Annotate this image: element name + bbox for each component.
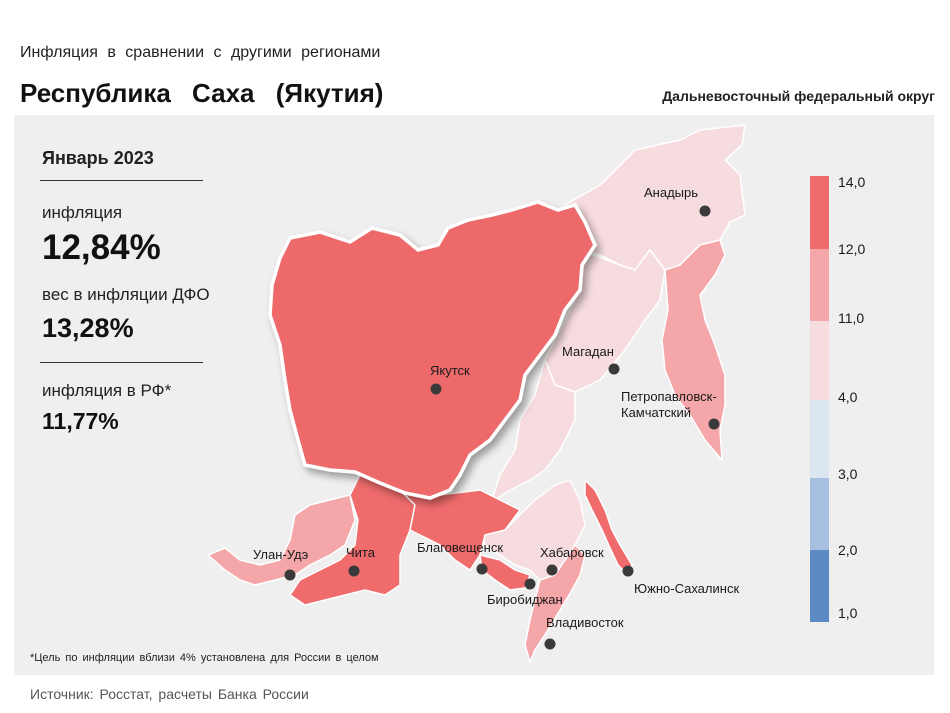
svg-text:Камчатский: Камчатский	[621, 405, 691, 420]
period-label: Январь 2023	[42, 148, 154, 168]
legend-label: 11,0	[838, 310, 864, 326]
weight-value: 13,28%	[42, 313, 134, 343]
city-marker-birobidzhan: Биробиджан	[487, 578, 563, 607]
page-title: Республика Саха (Якутия)	[20, 78, 384, 108]
legend-label: 1,0	[838, 605, 858, 621]
region-sakhalin	[584, 478, 633, 577]
city-marker-magadan: Магадан	[562, 344, 620, 375]
region-jewish-ao	[479, 554, 531, 591]
svg-text:Биробиджан: Биробиджан	[487, 592, 563, 607]
city-marker-khabarovsk: Хабаровск	[540, 545, 604, 576]
svg-text:Хабаровск: Хабаровск	[540, 545, 604, 560]
region-yakutia	[268, 200, 597, 500]
district-name: Дальневосточный федеральный округ	[662, 88, 935, 104]
inflation-label: инфляция	[42, 203, 123, 222]
svg-text:Чита: Чита	[346, 545, 376, 560]
divider	[40, 362, 203, 363]
rf-inflation-value: 11,77%	[42, 408, 119, 434]
inflation-value: 12,84%	[42, 228, 161, 267]
legend-label: 4,0	[838, 389, 858, 405]
legend-band	[810, 321, 829, 400]
svg-text:Анадырь: Анадырь	[644, 185, 698, 200]
city-marker-vladivostok: Владивосток	[544, 615, 624, 650]
city-marker-yuzhno-sakhalinsk: Южно-Сахалинск	[622, 565, 739, 596]
city-marker-chita: Чита	[346, 545, 376, 577]
legend-label: 14,0	[838, 174, 865, 190]
color-legend: 14,0 12,0 11,0 4,0 3,0 2,0 1,0	[810, 174, 865, 622]
region-magadan	[544, 248, 666, 393]
city-marker-blagoveshchensk: Благовещенск	[417, 540, 503, 575]
rf-inflation-label: инфляция в РФ*	[42, 381, 172, 400]
legend-band	[810, 176, 829, 249]
svg-text:Владивосток: Владивосток	[546, 615, 624, 630]
footnote: *Цель по инфляции вблизи 4% установлена …	[30, 652, 379, 664]
region-primorye	[524, 543, 586, 665]
subtitle: Инфляция в сравнении с другими регионами	[20, 44, 381, 61]
legend-band	[810, 249, 829, 321]
city-marker-anadyr: Анадырь	[644, 185, 711, 217]
city-marker-yakutsk: Якутск	[430, 363, 470, 395]
svg-text:Петропавловск-: Петропавловск-	[621, 389, 717, 404]
legend-band	[810, 550, 829, 622]
weight-label: вес в инфляции ДФО	[42, 285, 210, 304]
legend-label: 2,0	[838, 542, 858, 558]
legend-band	[810, 400, 829, 478]
source-note: Источник: Росстат, расчеты Банка России	[30, 686, 309, 702]
legend-band	[810, 478, 829, 550]
region-kamchatka	[661, 239, 726, 463]
legend-label: 12,0	[838, 241, 865, 257]
svg-text:Магадан: Магадан	[562, 344, 614, 359]
city-marker-petropavlovsk: Петропавловск- Камчатский	[621, 389, 720, 430]
svg-text:Южно-Сахалинск: Южно-Сахалинск	[634, 581, 739, 596]
region-buryatia	[206, 494, 356, 586]
svg-text:Благовещенск: Благовещенск	[417, 540, 503, 555]
svg-text:Улан-Удэ: Улан-Удэ	[253, 547, 309, 562]
svg-text:Якутск: Якутск	[430, 363, 470, 378]
legend-label: 3,0	[838, 466, 858, 482]
divider	[40, 180, 203, 181]
city-marker-ulan-ude: Улан-Удэ	[253, 547, 309, 581]
region-amur	[397, 488, 522, 572]
